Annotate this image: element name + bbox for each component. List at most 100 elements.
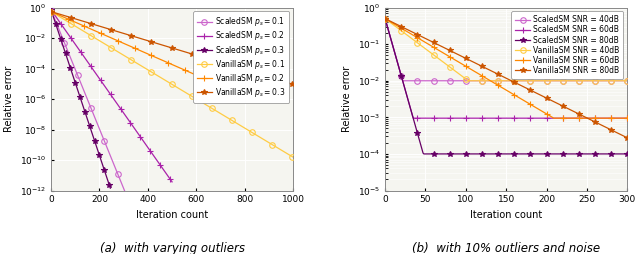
VanillaSM $p_s = 0.1$	[244, 129, 252, 132]
VanillaSM $p_s = 0.2$	[47, 10, 55, 13]
ScaledSM SNR = 80dB	[586, 152, 594, 155]
VanillaSM SNR = 60dB	[573, 117, 580, 120]
VanillaSM $p_s = 0.3$	[62, 14, 70, 18]
VanillaSM SNR = 80dB	[479, 65, 486, 68]
ScaledSM SNR = 60dB	[547, 117, 555, 120]
ScaledSM $p_s = 0.2$	[77, 51, 85, 54]
ScaledSM $p_s = 0.1$	[124, 198, 132, 201]
Line: VanillaSM SNR = 60dB: VanillaSM SNR = 60dB	[382, 16, 630, 121]
ScaledSM SNR = 60dB	[480, 117, 488, 120]
VanillaSM SNR = 80dB	[487, 69, 495, 72]
VanillaSM $p_s = 0.3$	[277, 79, 285, 82]
VanillaSM $p_s = 0.2$	[248, 98, 256, 101]
ScaledSM $p_s = 0.1$	[150, 204, 158, 207]
ScaledSM SNR = 40dB	[399, 79, 406, 82]
VanillaSM SNR = 60dB	[547, 115, 554, 118]
VanillaSM SNR = 60dB	[479, 75, 486, 78]
ScaledSM SNR = 80dB	[547, 152, 555, 155]
Line: ScaledSM $p_s = 0.3$: ScaledSM $p_s = 0.3$	[48, 7, 113, 191]
ScaledSM $p_s = 0.2$	[147, 151, 155, 154]
VanillaSM $p_s = 0.3$	[244, 69, 252, 72]
ScaledSM $p_s = 0.3$	[79, 105, 87, 108]
ScaledSM $p_s = 0.2$	[83, 58, 90, 61]
VanillaSM SNR = 80dB	[623, 136, 631, 139]
ScaledSM SNR = 80dB	[607, 152, 614, 155]
ScaledSM $p_s = 0.3$	[72, 81, 79, 84]
ScaledSM $p_s = 0.3$	[47, 8, 55, 11]
X-axis label: Iteration count: Iteration count	[470, 210, 542, 220]
ScaledSM $p_s = 0.3$	[106, 187, 114, 190]
ScaledSM $p_s = 0.3$	[92, 143, 100, 146]
ScaledSM $p_s = 0.2$	[47, 8, 55, 11]
ScaledSM SNR = 40dB	[381, 17, 389, 20]
VanillaSM SNR = 60dB	[550, 117, 557, 120]
ScaledSM $p_s = 0.1$	[207, 204, 214, 207]
VanillaSM $p_s = 0.1$	[277, 149, 285, 152]
VanillaSM SNR = 40dB	[547, 79, 555, 82]
ScaledSM SNR = 40dB	[623, 79, 631, 82]
Line: VanillaSM $p_s = 0.2$: VanillaSM $p_s = 0.2$	[48, 9, 255, 102]
VanillaSM $p_s = 0.2$	[86, 27, 94, 30]
VanillaSM $p_s = 0.2$	[204, 79, 212, 82]
VanillaSM $p_s = 0.3$	[236, 67, 243, 70]
ScaledSM $p_s = 0.3$	[51, 20, 59, 23]
Line: VanillaSM $p_s = 0.1$: VanillaSM $p_s = 0.1$	[48, 9, 296, 160]
VanillaSM SNR = 80dB	[586, 118, 593, 121]
VanillaSM $p_s = 0.1$	[236, 123, 243, 126]
VanillaSM SNR = 40dB	[488, 79, 495, 82]
ScaledSM $p_s = 0.1$	[127, 204, 134, 207]
VanillaSM SNR = 80dB	[572, 111, 579, 114]
VanillaSM $p_s = 0.2$	[54, 13, 61, 16]
ScaledSM $p_s = 0.3$	[105, 182, 113, 185]
ScaledSM SNR = 60dB	[586, 117, 594, 120]
ScaledSM SNR = 60dB	[623, 117, 631, 120]
VanillaSM $p_s = 0.1$	[62, 19, 70, 22]
VanillaSM $p_s = 0.3$	[97, 25, 104, 28]
VanillaSM SNR = 60dB	[607, 117, 614, 120]
ScaledSM SNR = 60dB	[607, 117, 614, 120]
ScaledSM SNR = 80dB	[381, 17, 389, 20]
ScaledSM SNR = 40dB	[547, 79, 555, 82]
ScaledSM SNR = 80dB	[573, 152, 580, 155]
Y-axis label: Relative error: Relative error	[4, 66, 14, 132]
VanillaSM $p_s = 0.1$	[97, 40, 104, 43]
VanillaSM SNR = 80dB	[605, 128, 613, 131]
ScaledSM SNR = 40dB	[573, 79, 580, 82]
VanillaSM $p_s = 0.2$	[83, 26, 91, 29]
Line: VanillaSM $p_s = 0.3$: VanillaSM $p_s = 0.3$	[48, 9, 296, 87]
VanillaSM SNR = 60dB	[381, 17, 389, 20]
ScaledSM SNR = 60dB	[410, 117, 417, 120]
ScaledSM $p_s = 0.1$	[92, 119, 100, 122]
ScaledSM SNR = 40dB	[607, 79, 614, 82]
VanillaSM $p_s = 0.1$	[261, 139, 269, 142]
Y-axis label: Relative error: Relative error	[342, 66, 352, 132]
VanillaSM $p_s = 0.3$	[47, 10, 55, 13]
VanillaSM SNR = 60dB	[586, 117, 594, 120]
VanillaSM $p_s = 0.2$	[147, 54, 154, 57]
Line: ScaledSM SNR = 80dB: ScaledSM SNR = 80dB	[382, 16, 630, 157]
ScaledSM $p_s = 0.1$	[182, 204, 189, 207]
Line: VanillaSM SNR = 40dB: VanillaSM SNR = 40dB	[382, 16, 630, 84]
VanillaSM SNR = 80dB	[547, 99, 554, 102]
Line: ScaledSM SNR = 60dB: ScaledSM SNR = 60dB	[382, 16, 630, 121]
Line: ScaledSM SNR = 40dB: ScaledSM SNR = 40dB	[382, 16, 630, 84]
Legend: ScaledSM $p_s = 0.1$, ScaledSM $p_s = 0.2$, ScaledSM $p_s = 0.3$, VanillaSM $p_s: ScaledSM $p_s = 0.1$, ScaledSM $p_s = 0.…	[193, 11, 289, 103]
VanillaSM $p_s = 0.3$	[261, 74, 269, 77]
Line: ScaledSM $p_s = 0.1$: ScaledSM $p_s = 0.1$	[48, 7, 214, 209]
ScaledSM $p_s = 0.1$	[90, 115, 98, 118]
ScaledSM SNR = 40dB	[488, 79, 495, 82]
VanillaSM SNR = 60dB	[623, 117, 631, 120]
ScaledSM $p_s = 0.2$	[92, 71, 99, 74]
ScaledSM SNR = 60dB	[381, 17, 389, 20]
Text: (a)  with varying outliers: (a) with varying outliers	[100, 242, 244, 254]
VanillaSM SNR = 40dB	[607, 79, 614, 82]
VanillaSM SNR = 40dB	[480, 79, 488, 82]
Line: VanillaSM SNR = 80dB: VanillaSM SNR = 80dB	[382, 16, 630, 140]
VanillaSM SNR = 40dB	[573, 79, 580, 82]
VanillaSM SNR = 40dB	[465, 79, 472, 82]
ScaledSM $p_s = 0.1$	[47, 8, 55, 11]
ScaledSM SNR = 60dB	[488, 117, 495, 120]
VanillaSM SNR = 40dB	[381, 17, 389, 20]
ScaledSM $p_s = 0.3$	[70, 75, 77, 78]
ScaledSM SNR = 60dB	[573, 117, 580, 120]
